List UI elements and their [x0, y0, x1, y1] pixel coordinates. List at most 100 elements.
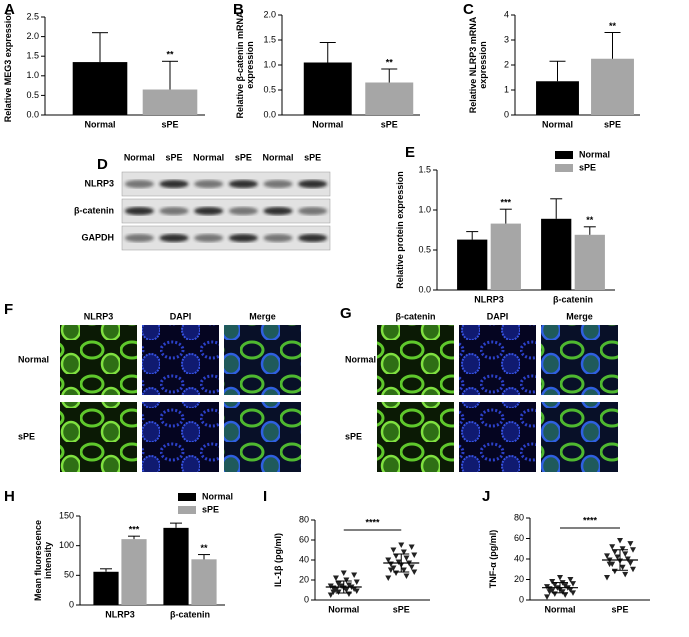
x-tick-label: Normal	[544, 604, 575, 614]
data-point	[385, 557, 392, 563]
data-point	[393, 570, 400, 576]
blot-band	[159, 234, 189, 242]
micrograph-column-label: Merge	[249, 311, 276, 321]
legend-label: Normal	[579, 149, 610, 159]
x-tick-label: Normal	[542, 119, 573, 129]
data-point	[627, 541, 634, 547]
bar	[163, 527, 189, 605]
y-tick-label: 80	[514, 512, 524, 522]
data-point	[353, 579, 360, 585]
data-point	[390, 565, 397, 571]
y-tick-label: 80	[299, 514, 309, 524]
data-point	[393, 553, 400, 559]
blot-band	[159, 180, 189, 188]
micrograph-image	[224, 325, 301, 395]
y-tick-label: 0.0	[26, 109, 39, 119]
x-tick-label: Normal	[328, 604, 359, 614]
y-tick-label: 0.5	[263, 84, 276, 94]
y-axis-label: Relative β-catenin mRNA expression	[235, 11, 255, 119]
x-tick-label: Normal	[84, 119, 115, 129]
data-point	[403, 573, 410, 579]
y-tick-label: 0	[504, 109, 509, 119]
y-tick-label: 1	[504, 84, 509, 94]
y-tick-label: 0.5	[26, 90, 39, 100]
legend-label: Normal	[202, 491, 233, 501]
data-point	[408, 544, 415, 550]
y-tick-label: 0.5	[418, 244, 431, 254]
data-point	[546, 589, 553, 595]
blot-band	[263, 207, 293, 215]
legend-swatch	[555, 151, 573, 159]
x-tick-label: sPE	[161, 119, 178, 129]
data-point	[570, 590, 576, 596]
blot-row-label: GAPDH	[81, 232, 114, 242]
blot-band	[159, 207, 189, 215]
panel-letter: F	[4, 301, 13, 318]
data-point	[330, 589, 337, 595]
panel-letter: C	[463, 1, 474, 18]
bar	[142, 89, 198, 115]
blot-strip	[121, 171, 331, 197]
micrograph-image	[377, 325, 454, 395]
data-point	[327, 592, 334, 598]
panel-letter: A	[4, 1, 15, 18]
micrograph-image	[541, 402, 618, 472]
data-point	[551, 582, 558, 588]
significance-label: **	[200, 543, 208, 553]
significance-label: **	[609, 21, 617, 31]
x-tick-label: NLRP3	[105, 609, 135, 619]
micrograph-image	[377, 402, 454, 472]
panel-letter: E	[405, 144, 415, 161]
y-axis-label-box: Relative MEG3 expression	[3, 10, 13, 123]
panel-letter: D	[97, 156, 108, 173]
data-point	[630, 547, 636, 553]
blot-strip	[121, 225, 331, 251]
y-tick-label: 2.5	[26, 11, 39, 21]
blot-band	[194, 207, 224, 215]
legend-swatch	[178, 493, 196, 501]
significance-label: **	[166, 50, 174, 60]
blot-band	[124, 207, 154, 215]
x-tick-label: β-catenin	[170, 609, 210, 619]
data-point	[562, 583, 569, 589]
y-tick-label: 1.5	[418, 164, 431, 174]
y-tick-label: 60	[514, 533, 524, 543]
data-point	[622, 571, 629, 578]
significance-label: ***	[501, 198, 512, 208]
data-point	[395, 559, 402, 565]
data-point	[408, 564, 415, 570]
data-point	[614, 554, 621, 560]
y-tick-label: 100	[59, 540, 74, 550]
legend-swatch	[178, 506, 196, 514]
legend-label: sPE	[579, 162, 596, 172]
y-tick-label: 2.0	[263, 9, 276, 19]
micrograph-row-label: Normal	[345, 354, 376, 364]
bar	[591, 58, 634, 115]
blot-band	[228, 180, 258, 188]
legend-swatch	[555, 164, 573, 172]
x-tick-label: sPE	[604, 119, 621, 129]
panel-letter: G	[340, 305, 352, 322]
data-point	[567, 577, 574, 583]
y-tick-label: 4	[504, 9, 509, 19]
y-axis-label: Mean fluorescence intensity	[33, 519, 53, 602]
data-point	[627, 560, 634, 567]
y-axis-label-box: Relative β-catenin mRNA expression	[235, 11, 255, 119]
micrograph-column-label: NLRP3	[84, 311, 114, 321]
y-axis-label: Relative protein expression	[395, 171, 405, 289]
data-point	[609, 544, 616, 550]
micrograph-image	[459, 402, 536, 472]
micrograph-column-label: DAPI	[487, 311, 509, 321]
bar	[121, 539, 147, 605]
y-tick-label: 0.0	[418, 284, 431, 294]
bar	[574, 234, 605, 290]
blot-band	[124, 234, 154, 242]
y-tick-label: 0	[304, 594, 309, 604]
bar	[536, 81, 579, 115]
micrograph-column-label: Merge	[566, 311, 593, 321]
x-tick-label: sPE	[393, 604, 410, 614]
data-point	[340, 570, 347, 576]
panel-letter: I	[263, 488, 267, 505]
bar	[490, 223, 521, 290]
bar	[72, 62, 128, 115]
